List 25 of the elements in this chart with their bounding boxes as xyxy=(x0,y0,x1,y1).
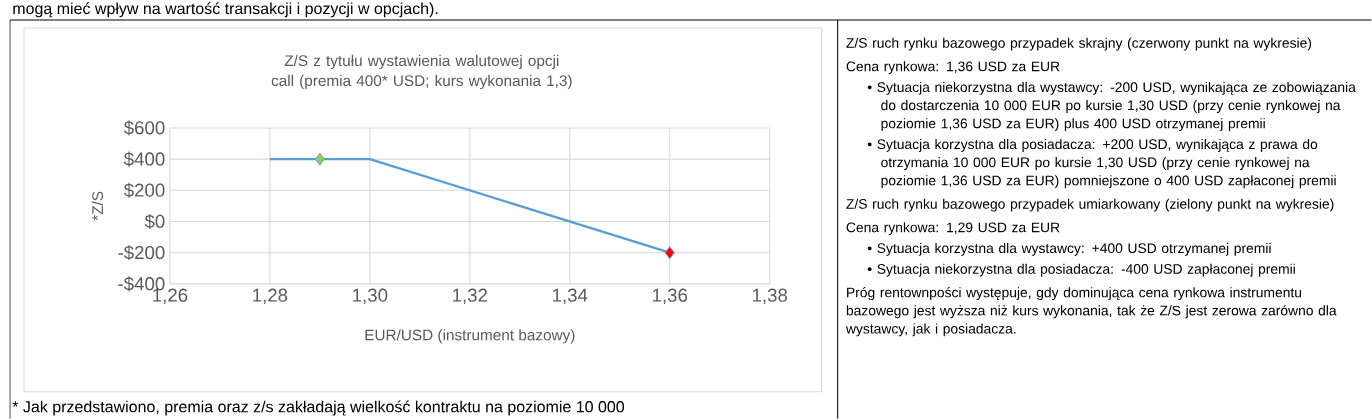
text: mogą mieć wpływ na wartość transakcji i pozycji w opcjach). xyxy=(13,2,438,18)
text: Z/S ruch rynku bazowego przypadek umiarkowany (zielony punkt na wykresie) xyxy=(846,198,1334,212)
text: • Sytuacja niekorzystna dla posiadacza: -400 USD zapłaconej premii xyxy=(867,263,1295,277)
x-tick-label: 1,38 xyxy=(752,288,788,304)
x-tick-label: 1,36 xyxy=(653,288,688,304)
y-tick-label: $400 xyxy=(123,151,165,167)
text: Cena rynkowa: 1,36 USD za EUR xyxy=(846,60,1060,74)
text: • Sytuacja korzystna dla wystawcy: +400 USD otrzymanej premii xyxy=(867,242,1271,256)
y-axis-title: *Z/S xyxy=(91,191,104,221)
text: • Sytuacja korzystna dla posiadacza: +200 USD, wynikająca z prawa do otrzymania 10 000 EUR po kursie 1,30 USD (przy cenie rynkowej na poziomie 1,36 USD za EUR) pomniejszone o 400 USD zapłaconej premii xyxy=(867,138,1336,188)
x-tick-label: 1,32 xyxy=(453,288,488,304)
chart-title: Z/S z tytułu wystawienia walutowej opcji call (premia 400* USD; kurs wykonania 1,3) xyxy=(271,54,572,89)
text: Z/S ruch rynku bazowego przypadek skrajny (czerwony punkt na wykresie) xyxy=(846,37,1312,51)
y-tick-label: $600 xyxy=(123,120,165,136)
text: Próg rentownpości występuje, gdy dominująca cena rynkowa instrumentu bazowego jest wyższa niż kurs wykonania, tak że Z/S jest zerowa zarówno dla wystawcy, jak i posiadacza. xyxy=(845,286,1337,337)
y-tick-label: $200 xyxy=(123,182,165,198)
x-axis-title: EUR/USD (instrument bazowy) xyxy=(365,328,575,344)
x-tick-label: 1,30 xyxy=(353,288,388,304)
text: • Sytuacja niekorzystna dla wystawcy: -200 USD, wynikająca ze zobowiązania do dostarczenia 10 000 EUR po kursie 1,30 USD (przy cenie rynkowej na poziomie 1,36 USD za EUR) plus 400 USD otrzymanej premii xyxy=(867,81,1356,131)
y-tick-label: $0 xyxy=(144,213,165,229)
x-tick-label: 1,34 xyxy=(553,288,588,304)
text: Cena rynkowa: 1,29 USD za EUR xyxy=(846,221,1060,235)
y-tick-label: -$200 xyxy=(118,244,165,261)
text: * Jak przedstawiono, premia oraz z/s zakładają wielkość kontraktu na poziomie 10 000 xyxy=(12,400,625,416)
x-tick-label: 1,28 xyxy=(253,288,288,304)
